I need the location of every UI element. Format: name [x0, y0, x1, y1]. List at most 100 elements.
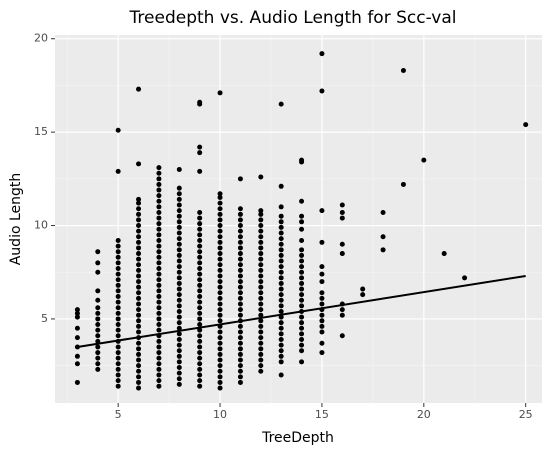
point: [258, 217, 264, 223]
point: [258, 368, 264, 374]
point: [339, 307, 345, 313]
point: [258, 262, 264, 268]
point: [339, 251, 345, 257]
point: [217, 251, 223, 257]
point: [136, 340, 142, 346]
point: [339, 312, 345, 318]
point: [299, 252, 305, 258]
x-tick-label: 5: [115, 408, 122, 421]
point: [258, 318, 264, 324]
point: [74, 314, 80, 320]
point: [299, 292, 305, 298]
point: [95, 333, 101, 339]
point: [197, 249, 203, 255]
point: [176, 247, 182, 253]
point: [319, 340, 325, 346]
point: [156, 232, 162, 238]
point: [156, 316, 162, 322]
point: [115, 316, 121, 322]
point: [95, 249, 101, 255]
point: [299, 325, 305, 331]
point: [299, 303, 305, 309]
point: [136, 290, 142, 296]
point: [197, 333, 203, 339]
point: [136, 251, 142, 257]
point: [156, 254, 162, 260]
point: [95, 350, 101, 356]
chart-title: Treedepth vs. Audio Length for Scc-val: [129, 8, 457, 28]
point: [258, 357, 264, 363]
point: [197, 266, 203, 272]
point: [237, 279, 243, 285]
x-tick-label: 15: [315, 408, 329, 421]
point: [156, 215, 162, 221]
point: [217, 374, 223, 380]
point: [421, 157, 427, 163]
point: [156, 327, 162, 333]
point: [197, 260, 203, 266]
point: [237, 223, 243, 229]
point: [156, 305, 162, 311]
point: [115, 243, 121, 249]
point: [237, 374, 243, 380]
point: [156, 193, 162, 199]
point: [197, 277, 203, 283]
point: [380, 209, 386, 215]
point: [156, 378, 162, 384]
point: [115, 299, 121, 305]
point: [136, 86, 142, 92]
point: [136, 234, 142, 240]
point: [319, 350, 325, 356]
point: [95, 344, 101, 350]
point: [176, 286, 182, 292]
point: [319, 239, 325, 245]
point: [258, 234, 264, 240]
point: [176, 185, 182, 191]
point: [176, 325, 182, 331]
point: [319, 279, 325, 285]
point: [115, 288, 121, 294]
point: [197, 344, 203, 350]
point: [278, 101, 284, 107]
point: [95, 310, 101, 316]
point: [176, 336, 182, 342]
point: [115, 327, 121, 333]
point: [237, 346, 243, 352]
point: [156, 170, 162, 176]
point: [115, 282, 121, 288]
point: [156, 221, 162, 227]
point: [95, 297, 101, 303]
point: [136, 351, 142, 357]
x-tick-label: 25: [519, 408, 533, 421]
point: [258, 279, 264, 285]
point: [237, 206, 243, 212]
point: [217, 307, 223, 313]
point: [237, 301, 243, 307]
point: [136, 217, 142, 223]
point: [136, 206, 142, 212]
x-tick-label: 10: [213, 408, 227, 421]
point: [217, 211, 223, 217]
point: [176, 292, 182, 298]
point: [258, 323, 264, 329]
point: [197, 338, 203, 344]
point: [278, 303, 284, 309]
point: [156, 361, 162, 367]
point: [156, 176, 162, 182]
point: [360, 286, 366, 292]
point: [115, 333, 121, 339]
point: [237, 251, 243, 257]
point: [136, 223, 142, 229]
point: [278, 325, 284, 331]
point: [258, 301, 264, 307]
point: [197, 327, 203, 333]
point: [197, 366, 203, 372]
point: [278, 353, 284, 359]
point: [156, 249, 162, 255]
point: [136, 323, 142, 329]
points: [74, 51, 529, 391]
point: [176, 208, 182, 214]
point: [319, 271, 325, 277]
point: [380, 234, 386, 240]
point: [176, 264, 182, 270]
